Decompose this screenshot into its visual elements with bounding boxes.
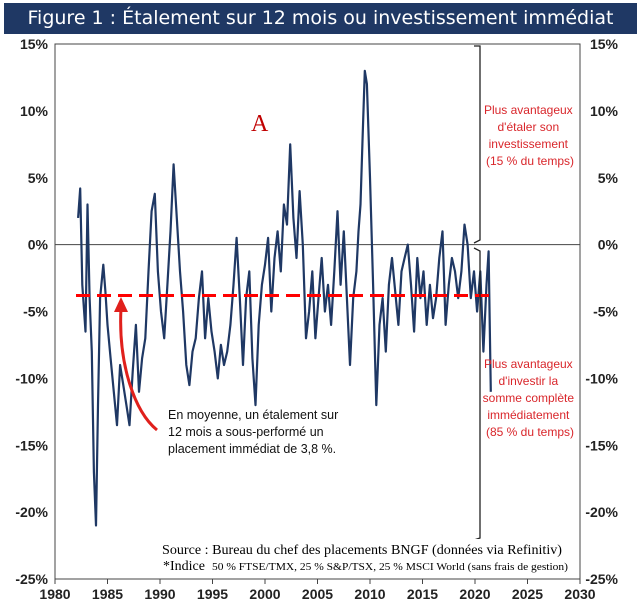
y-tick-label-right: 15% (590, 36, 619, 52)
y-tick-label-right: -25% (585, 571, 618, 587)
y-tick-label-right: -20% (585, 504, 618, 520)
x-tick-label: 2015 (407, 586, 438, 602)
y-tick-label-right: 5% (598, 170, 619, 186)
index-detail: 50 % FTSE/TMX, 25 % S&P/TSX, 25 % MSCI W… (212, 562, 568, 573)
x-tick-label: 2020 (459, 586, 490, 602)
source-box (160, 539, 570, 576)
y-tick-label-left: 0% (28, 237, 49, 253)
y-axis-left: 15% 10% 5% 0% -5% -10% -15% -20% -25% (15, 36, 48, 587)
y-tick-label-left: 10% (20, 103, 49, 119)
average-arrow-head (114, 297, 128, 312)
average-note: En moyenne, un étalement sur 12 mois a s… (168, 408, 342, 456)
x-tick-label: 2030 (564, 586, 595, 602)
x-tick-label: 2000 (249, 586, 280, 602)
x-tick-label: 2010 (354, 586, 385, 602)
series-line (77, 69, 492, 527)
y-tick-label-right: -5% (593, 304, 618, 320)
lower-bracket-text: Plus avantageux d'investir la somme comp… (483, 357, 578, 439)
x-tick-label: 1990 (144, 586, 175, 602)
x-tick-label: 2005 (302, 586, 333, 602)
title-bar: Figure 1 : Étalement sur 12 mois ou inve… (4, 3, 637, 34)
x-tick-label: 1995 (197, 586, 228, 602)
x-tick-label: 1980 (39, 586, 70, 602)
x-tick-label: 1985 (92, 586, 123, 602)
index-star: *Indice (163, 559, 205, 574)
x-tick-label: 2025 (512, 586, 543, 602)
y-tick-label-left: -15% (15, 437, 48, 453)
big-letter-a: A (251, 111, 269, 137)
y-tick-label-left: -5% (23, 304, 48, 320)
y-tick-label-left: 5% (28, 170, 49, 186)
y-tick-label-right: 10% (590, 103, 619, 119)
index-note: *Indice 50 % FTSE/TMX, 25 % S&P/TSX, 25 … (163, 557, 568, 574)
upper-bracket-text: Plus avantageux d'étaler son investissem… (484, 103, 576, 168)
x-axis: 1980 1985 1990 1995 2000 2005 2010 2015 2020 2025… (39, 579, 596, 602)
y-tick-label-left: -25% (15, 571, 48, 587)
average-arrow (119, 307, 158, 432)
y-tick-label-left: 15% (20, 36, 49, 52)
y-axis-right: 15% 10% 5% 0% -5% -10% -15% -20% -25% (585, 36, 618, 587)
y-tick-label-right: -15% (585, 437, 618, 453)
y-tick-label-left: -10% (15, 370, 48, 386)
upper-bracket (473, 45, 481, 244)
chart-title: Figure 1 : Étalement sur 12 mois ou inve… (27, 7, 614, 29)
y-tick-label-left: -20% (15, 504, 48, 520)
y-tick-label-right: 0% (598, 237, 619, 253)
source-text: Source : Bureau du chef des placements B… (162, 543, 562, 558)
y-tick-label-right: -10% (585, 370, 618, 386)
